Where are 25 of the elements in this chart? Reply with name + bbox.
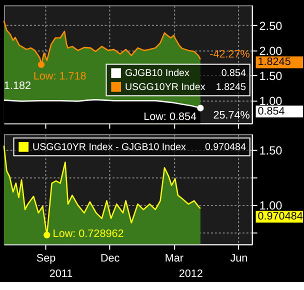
annotation: 1.8245 — [216, 82, 246, 93]
x-tick-label: Jun — [230, 252, 248, 265]
annotation: 25.74% — [213, 109, 250, 122]
annotation: -42.27% — [210, 48, 250, 60]
y-tick-label: 2.50 — [259, 18, 283, 33]
text: 2011 — [49, 268, 73, 280]
annotation: Low: 1.718 — [33, 70, 86, 82]
x-tick-label: Mar — [164, 252, 184, 265]
text: 0.970484 — [258, 210, 303, 223]
text: 2012 — [178, 268, 203, 280]
annotation: 0.854 — [221, 68, 246, 80]
x-tick-label: Sep — [36, 252, 56, 265]
annotation: Low: 0.728962 — [52, 228, 124, 240]
y-tick-label: 1.50 — [259, 144, 283, 158]
text: 1.8245 — [258, 56, 291, 68]
y-tick-label: 2.00 — [259, 44, 283, 58]
x-tick-label: Dec — [100, 252, 120, 265]
legend-label: USGG10YR Index - GJGB10 Index — [32, 142, 186, 153]
annotation: 0.970484 — [204, 142, 246, 153]
legend-label: USGG10YR Index — [124, 82, 206, 93]
annotation: Low: 0.854 — [144, 110, 197, 123]
annotation: 1.182 — [4, 80, 31, 92]
legend-label: GJGB10 Index — [124, 68, 190, 80]
y-tick-label: 1.00 — [259, 198, 283, 213]
y-tick-label: 1.50 — [259, 68, 283, 83]
